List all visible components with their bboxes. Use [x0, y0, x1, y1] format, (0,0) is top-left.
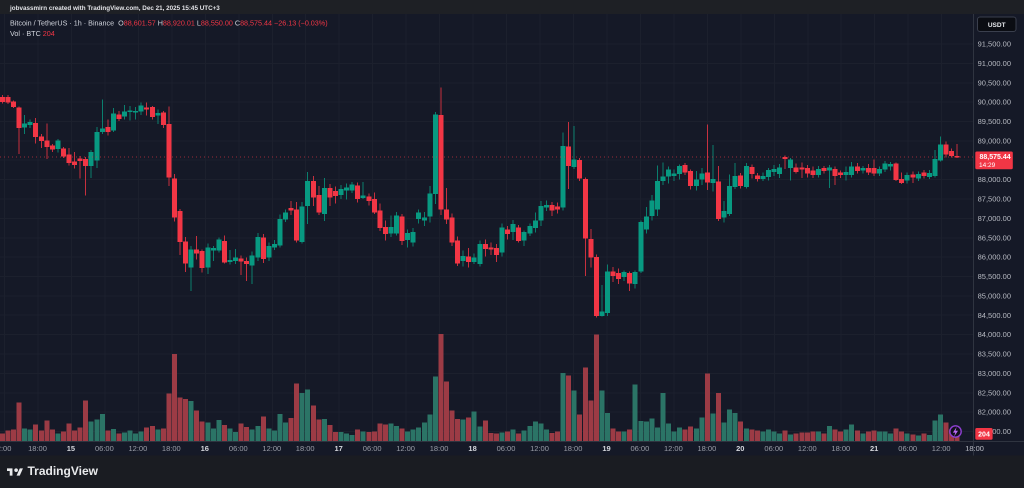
svg-text:82,500.00: 82,500.00 — [978, 388, 1011, 397]
svg-text:12:00: 12:00 — [664, 444, 683, 453]
svg-text:18:00: 18:00 — [296, 444, 315, 453]
svg-text:20: 20 — [736, 444, 744, 453]
svg-text:06:00: 06:00 — [363, 444, 382, 453]
svg-text:06:00: 06:00 — [764, 444, 783, 453]
svg-text:18:00: 18:00 — [564, 444, 583, 453]
svg-text:83,500.00: 83,500.00 — [978, 350, 1011, 359]
svg-text:18:00: 18:00 — [965, 444, 984, 453]
svg-text:06:00: 06:00 — [95, 444, 114, 453]
svg-text:84,500.00: 84,500.00 — [978, 311, 1011, 320]
svg-text:90,500.00: 90,500.00 — [978, 78, 1011, 87]
svg-text:83,000.00: 83,000.00 — [978, 369, 1011, 378]
svg-text:18:00: 18:00 — [430, 444, 449, 453]
svg-text:88,000.00: 88,000.00 — [978, 175, 1011, 184]
svg-text:12:00: 12:00 — [530, 444, 549, 453]
svg-text:81,500.00: 81,500.00 — [978, 427, 1011, 436]
svg-text:86,000.00: 86,000.00 — [978, 253, 1011, 262]
svg-text:18:00: 18:00 — [162, 444, 181, 453]
svg-text:21: 21 — [870, 444, 878, 453]
svg-text:18:00: 18:00 — [831, 444, 850, 453]
svg-text:06:00: 06:00 — [631, 444, 650, 453]
svg-text:85,500.00: 85,500.00 — [978, 272, 1011, 281]
svg-text:14:29: 14:29 — [979, 162, 996, 169]
svg-text:88,575.44: 88,575.44 — [980, 154, 1011, 161]
svg-text:12:00: 12:00 — [129, 444, 148, 453]
svg-text:12:00: 12:00 — [798, 444, 817, 453]
svg-text:90,000.00: 90,000.00 — [978, 98, 1011, 107]
svg-text:16: 16 — [201, 444, 209, 453]
svg-text:06:00: 06:00 — [497, 444, 516, 453]
svg-text:82,000.00: 82,000.00 — [978, 408, 1011, 417]
svg-text:91,000.00: 91,000.00 — [978, 59, 1011, 68]
svg-text:204: 204 — [978, 431, 990, 438]
svg-text:85,000.00: 85,000.00 — [978, 292, 1011, 301]
svg-text:91,500.00: 91,500.00 — [978, 40, 1011, 49]
svg-text:17: 17 — [335, 444, 343, 453]
svg-text:12:00: 12:00 — [262, 444, 281, 453]
svg-text:86,500.00: 86,500.00 — [978, 233, 1011, 242]
svg-text:06:00: 06:00 — [898, 444, 917, 453]
svg-text:89,500.00: 89,500.00 — [978, 117, 1011, 126]
svg-text:USDT: USDT — [988, 22, 1006, 29]
svg-text:15: 15 — [67, 444, 75, 453]
svg-text:89,000.00: 89,000.00 — [978, 137, 1011, 146]
svg-text:84,000.00: 84,000.00 — [978, 330, 1011, 339]
svg-text:18:00: 18:00 — [965, 444, 984, 453]
svg-text:Bitcoin / TetherUS · 1h · Bina: Bitcoin / TetherUS · 1h · Binance O88,60… — [10, 19, 328, 28]
svg-text:18:00: 18:00 — [28, 444, 47, 453]
svg-text:Vol · BTC 204: Vol · BTC 204 — [10, 29, 55, 38]
svg-text:12:00: 12:00 — [932, 444, 951, 453]
svg-text:87,500.00: 87,500.00 — [978, 195, 1011, 204]
svg-text:12:00: 12:00 — [396, 444, 415, 453]
svg-text:TradingView: TradingView — [28, 464, 99, 478]
svg-text:06:00: 06:00 — [229, 444, 248, 453]
svg-text:18:00: 18:00 — [698, 444, 717, 453]
svg-text:87,000.00: 87,000.00 — [978, 214, 1011, 223]
svg-text:12:00: 12:00 — [0, 444, 11, 453]
svg-text:19: 19 — [602, 444, 610, 453]
svg-text:jobvassmirn created with Tradi: jobvassmirn created with TradingView.com… — [9, 5, 220, 12]
svg-text:18: 18 — [468, 444, 476, 453]
